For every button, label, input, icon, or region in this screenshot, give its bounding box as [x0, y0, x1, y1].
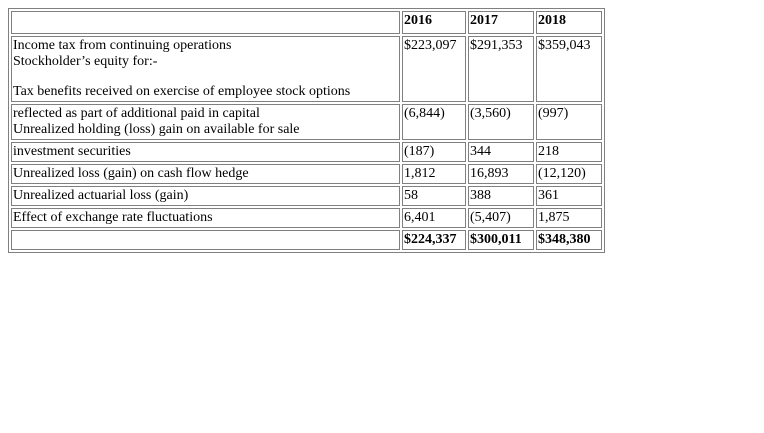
- value-2016: (6,844): [402, 104, 466, 140]
- table-row: Unrealized loss (gain) on cash flow hedg…: [11, 164, 602, 184]
- row-label-line: Tax benefits received on exercise of emp…: [13, 84, 351, 99]
- total-label-empty-cell: [11, 230, 400, 250]
- value-2018: 1,875: [536, 208, 602, 228]
- table-row: investment securities (187) 344 218: [11, 142, 602, 162]
- value-2018: 361: [536, 186, 602, 206]
- value-2017: (5,407): [468, 208, 534, 228]
- header-year-2018: 2018: [536, 11, 602, 34]
- row-label: investment securities: [11, 142, 400, 162]
- table-header-row: 2016 2017 2018: [11, 11, 602, 34]
- value-2016: $223,097: [402, 36, 466, 102]
- value-2017: $291,353: [468, 36, 534, 102]
- total-2016: $224,337: [402, 230, 466, 250]
- row-label-line: reflected as part of additional paid in …: [13, 106, 260, 121]
- value-2018: (12,120): [536, 164, 602, 184]
- row-label: Unrealized actuarial loss (gain): [11, 186, 400, 206]
- header-year-2017: 2017: [468, 11, 534, 34]
- row-label: Unrealized loss (gain) on cash flow hedg…: [11, 164, 400, 184]
- value-2017: (3,560): [468, 104, 534, 140]
- row-label: Effect of exchange rate fluctuations: [11, 208, 400, 228]
- row-label: reflected as part of additional paid in …: [11, 104, 400, 140]
- header-year-2016: 2016: [402, 11, 466, 34]
- total-2017: $300,011: [468, 230, 534, 250]
- income-tax-table: 2016 2017 2018 Income tax from continuin…: [8, 8, 605, 253]
- value-2016: 6,401: [402, 208, 466, 228]
- row-label-line: Income tax from continuing operations: [13, 38, 232, 53]
- value-2016: (187): [402, 142, 466, 162]
- table-row: reflected as part of additional paid in …: [11, 104, 602, 140]
- value-2018: $359,043: [536, 36, 602, 102]
- total-row: $224,337 $300,011 $348,380: [11, 230, 602, 250]
- row-label-line: Stockholder’s equity for:-: [13, 54, 158, 69]
- value-2016: 1,812: [402, 164, 466, 184]
- value-2017: 16,893: [468, 164, 534, 184]
- table-row: Effect of exchange rate fluctuations 6,4…: [11, 208, 602, 228]
- table-row: Unrealized actuarial loss (gain) 58 388 …: [11, 186, 602, 206]
- value-2018: 218: [536, 142, 602, 162]
- value-2018: (997): [536, 104, 602, 140]
- row-label: Income tax from continuing operations St…: [11, 36, 400, 102]
- header-empty-cell: [11, 11, 400, 34]
- value-2017: 388: [468, 186, 534, 206]
- total-2018: $348,380: [536, 230, 602, 250]
- row-label-line: Unrealized holding (loss) gain on availa…: [13, 122, 300, 137]
- value-2016: 58: [402, 186, 466, 206]
- table-row: Income tax from continuing operations St…: [11, 36, 602, 102]
- value-2017: 344: [468, 142, 534, 162]
